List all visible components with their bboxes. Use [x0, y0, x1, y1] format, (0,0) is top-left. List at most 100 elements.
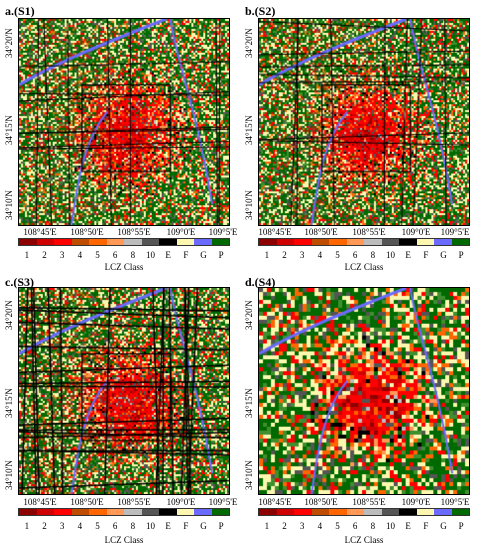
legend-label: G: [200, 521, 207, 531]
legend-label: 6: [112, 521, 118, 531]
legend-color-bar: [18, 238, 230, 246]
lcz-map: [258, 287, 470, 495]
legend-label: 5: [95, 250, 100, 260]
legend-label: 6: [352, 250, 358, 260]
legend-swatch: [211, 239, 229, 245]
legend-label: 3: [59, 521, 65, 531]
x-tick-label: 108°55'E: [352, 497, 386, 507]
legend-label: 4: [317, 521, 323, 531]
legend-color-bar: [258, 508, 470, 516]
panel-title: d.(S4): [245, 275, 276, 289]
legend-swatch: [294, 239, 312, 245]
legend-swatch: [159, 509, 177, 515]
legend-swatch: [399, 509, 417, 515]
y-tick-label: 34°15'N: [244, 388, 254, 418]
legend-label: 2: [42, 521, 47, 531]
legend-swatch: [276, 239, 294, 245]
legend-swatch: [36, 239, 54, 245]
legend-swatch: [451, 509, 469, 515]
legend-label: 2: [282, 521, 287, 531]
legend-label: 8: [130, 521, 136, 531]
legend-label: 10: [386, 250, 395, 260]
lcz-map: [18, 18, 230, 226]
lcz-map: [258, 18, 470, 226]
x-tick-label: 108°45'E: [258, 227, 292, 237]
legend-label: 8: [370, 521, 376, 531]
legend-swatch: [19, 239, 37, 245]
legend-label: F: [183, 521, 189, 531]
legend-label: G: [440, 250, 447, 260]
legend-label: G: [200, 250, 207, 260]
legend-label: E: [405, 250, 411, 260]
legend-label: 3: [299, 521, 305, 531]
legend-label: 2: [42, 250, 47, 260]
legend-label: 3: [299, 250, 305, 260]
legend-swatch: [416, 239, 434, 245]
legend-swatch: [311, 509, 329, 515]
legend-swatch: [176, 239, 194, 245]
x-tick-label: 109°0'E: [166, 497, 196, 507]
legend-swatch: [381, 239, 399, 245]
legend-label: 6: [352, 521, 358, 531]
legend-label: E: [405, 521, 411, 531]
legend-label: F: [423, 521, 429, 531]
legend-title: LCZ Class: [344, 262, 384, 272]
legend-label: P: [458, 250, 464, 260]
legend-swatch: [89, 239, 107, 245]
legend-swatch: [54, 239, 72, 245]
x-tick-label: 109°0'E: [401, 497, 431, 507]
x-tick-label: 108°55'E: [117, 227, 151, 237]
legend-label: 10: [146, 521, 155, 531]
lcz-map: [18, 287, 230, 495]
legend-swatch: [211, 509, 229, 515]
panel-title: a.(S1): [5, 4, 35, 18]
legend-swatch: [141, 509, 159, 515]
legend-swatch: [71, 509, 89, 515]
legend-swatch: [434, 509, 452, 515]
legend-swatch: [259, 509, 277, 515]
legend-title: LCZ Class: [104, 535, 144, 545]
x-tick-label: 108°45'E: [23, 497, 57, 507]
y-tick-label: 34°20'N: [4, 300, 14, 330]
y-tick-label: 34°20'N: [4, 28, 14, 58]
x-tick-label: 108°55'E: [117, 497, 151, 507]
legend-label: 4: [77, 521, 83, 531]
x-tick-label: 108°45'E: [23, 227, 57, 237]
legend-label: P: [218, 521, 224, 531]
legend-swatch: [19, 509, 37, 515]
legend-swatch: [276, 509, 294, 515]
legend-swatch: [89, 509, 107, 515]
x-tick-label: 109°5'E: [440, 227, 470, 237]
x-tick-label: 108°50'E: [70, 497, 104, 507]
legend-swatch: [311, 239, 329, 245]
legend-swatch: [451, 239, 469, 245]
y-tick-label: 34°10'N: [4, 460, 14, 490]
legend-swatch: [176, 509, 194, 515]
legend-swatch: [259, 239, 277, 245]
legend-swatch: [159, 239, 177, 245]
legend-label: 1: [24, 521, 30, 531]
legend-swatch: [416, 509, 434, 515]
legend-label: 5: [335, 521, 340, 531]
panel-title: c.(S3): [5, 275, 34, 289]
legend-label: 4: [317, 250, 323, 260]
legend-label: 10: [386, 521, 395, 531]
x-tick-label: 109°0'E: [166, 227, 196, 237]
legend-label: 1: [24, 250, 30, 260]
x-tick-label: 108°50'E: [304, 497, 338, 507]
y-tick-label: 34°20'N: [244, 28, 254, 58]
panel-title: b.(S2): [245, 4, 276, 18]
legend-swatch: [54, 509, 72, 515]
legend-label: 5: [95, 521, 100, 531]
y-tick-label: 34°15'N: [244, 115, 254, 145]
x-tick-label: 109°5'E: [208, 497, 238, 507]
legend-label: 3: [59, 250, 65, 260]
legend-swatch: [364, 509, 382, 515]
legend-swatch: [124, 509, 142, 515]
legend-swatch: [381, 509, 399, 515]
legend-label: 5: [335, 250, 340, 260]
legend-label: 8: [370, 250, 376, 260]
legend-swatch: [194, 509, 212, 515]
legend-swatch: [294, 509, 312, 515]
x-tick-label: 108°50'E: [304, 227, 338, 237]
